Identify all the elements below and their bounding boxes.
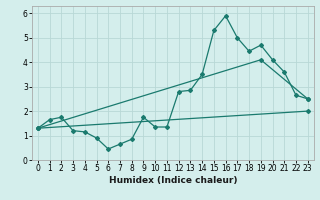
X-axis label: Humidex (Indice chaleur): Humidex (Indice chaleur): [108, 176, 237, 185]
